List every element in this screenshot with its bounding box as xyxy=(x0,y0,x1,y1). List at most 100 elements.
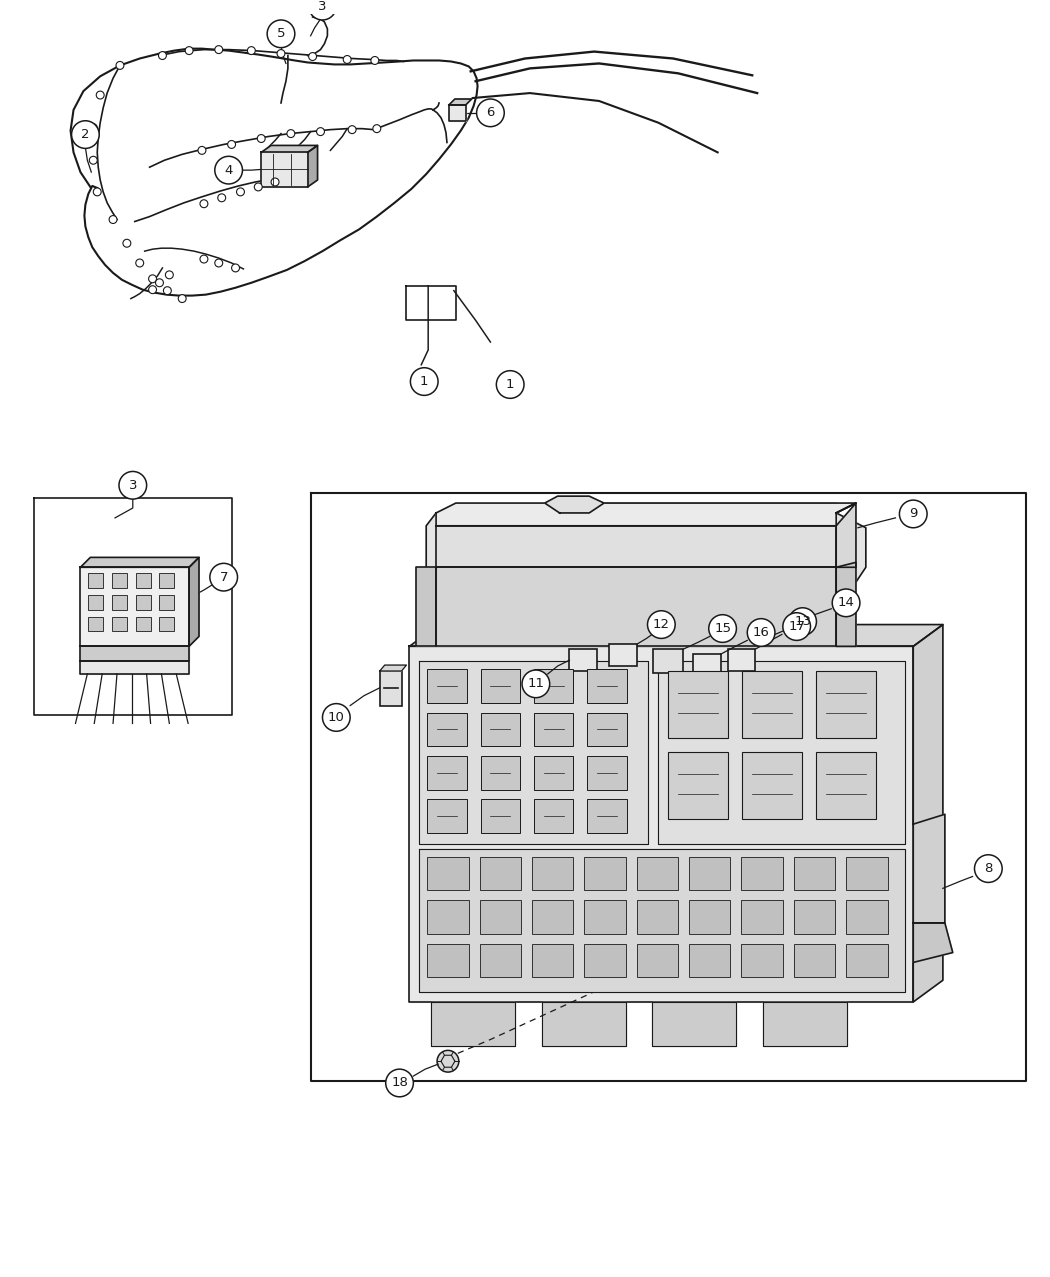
Bar xyxy=(846,900,887,933)
Polygon shape xyxy=(261,146,317,152)
Text: 11: 11 xyxy=(527,677,544,691)
Circle shape xyxy=(200,255,208,263)
Bar xyxy=(693,654,720,679)
Circle shape xyxy=(974,854,1002,882)
Circle shape xyxy=(783,613,811,640)
Polygon shape xyxy=(419,849,905,992)
Bar xyxy=(135,573,150,587)
Polygon shape xyxy=(436,526,836,567)
Bar xyxy=(481,713,520,746)
Bar xyxy=(668,670,728,738)
Circle shape xyxy=(349,125,356,134)
Circle shape xyxy=(411,368,438,396)
Circle shape xyxy=(316,128,324,135)
Circle shape xyxy=(900,501,927,527)
Circle shape xyxy=(257,134,266,143)
Circle shape xyxy=(164,287,171,295)
Bar xyxy=(636,857,678,890)
Bar xyxy=(112,573,127,587)
Text: 10: 10 xyxy=(328,711,344,724)
Text: 6: 6 xyxy=(486,106,495,119)
Polygon shape xyxy=(436,503,856,526)
Bar xyxy=(480,900,521,933)
Circle shape xyxy=(371,56,379,64)
Bar xyxy=(380,670,401,706)
Bar xyxy=(584,944,626,977)
Bar xyxy=(587,713,627,746)
Polygon shape xyxy=(81,567,189,646)
Polygon shape xyxy=(545,497,604,513)
Circle shape xyxy=(789,608,817,636)
Polygon shape xyxy=(81,661,189,674)
Bar xyxy=(584,900,626,933)
Circle shape xyxy=(198,147,206,155)
Polygon shape xyxy=(261,152,308,186)
Text: 1: 1 xyxy=(420,375,428,388)
Bar xyxy=(636,900,678,933)
Text: 5: 5 xyxy=(277,27,286,41)
Polygon shape xyxy=(417,567,436,646)
Bar xyxy=(728,649,755,670)
Bar xyxy=(427,799,466,833)
Bar xyxy=(689,944,731,977)
Bar xyxy=(88,595,103,609)
Polygon shape xyxy=(189,557,200,646)
Bar xyxy=(427,944,468,977)
Bar xyxy=(653,649,684,673)
Circle shape xyxy=(748,618,775,646)
Bar xyxy=(609,645,636,667)
Circle shape xyxy=(166,271,173,278)
Bar xyxy=(533,799,573,833)
Circle shape xyxy=(155,278,164,287)
Text: 4: 4 xyxy=(225,163,233,176)
Circle shape xyxy=(200,199,208,208)
Bar xyxy=(587,756,627,789)
Circle shape xyxy=(185,47,193,55)
Polygon shape xyxy=(410,624,943,646)
Polygon shape xyxy=(652,1002,736,1046)
Bar xyxy=(794,857,835,890)
Polygon shape xyxy=(449,105,466,121)
Bar xyxy=(532,944,573,977)
Text: 3: 3 xyxy=(318,0,327,13)
Bar xyxy=(427,713,466,746)
Bar xyxy=(742,670,801,738)
Text: 3: 3 xyxy=(128,479,138,492)
Circle shape xyxy=(267,20,295,47)
Bar xyxy=(794,944,835,977)
Circle shape xyxy=(709,614,736,642)
Polygon shape xyxy=(436,567,836,646)
Bar xyxy=(427,900,468,933)
Circle shape xyxy=(119,471,147,499)
Circle shape xyxy=(149,275,156,282)
Polygon shape xyxy=(836,562,856,646)
Bar xyxy=(817,752,876,820)
Bar xyxy=(533,713,573,746)
Polygon shape xyxy=(410,646,914,1002)
Circle shape xyxy=(833,589,860,617)
Polygon shape xyxy=(81,646,189,661)
Bar xyxy=(741,900,783,933)
Circle shape xyxy=(159,51,166,60)
Bar xyxy=(587,669,627,702)
Circle shape xyxy=(123,239,131,248)
Bar xyxy=(481,799,520,833)
Circle shape xyxy=(497,370,524,398)
Bar xyxy=(689,900,731,933)
Text: 9: 9 xyxy=(909,507,918,521)
Circle shape xyxy=(287,130,295,138)
Circle shape xyxy=(93,188,101,195)
Circle shape xyxy=(215,46,223,54)
Bar xyxy=(427,857,468,890)
Bar xyxy=(846,857,887,890)
Text: 12: 12 xyxy=(653,618,670,631)
Polygon shape xyxy=(308,146,317,186)
Text: 7: 7 xyxy=(219,571,228,584)
Circle shape xyxy=(309,52,316,60)
Circle shape xyxy=(210,563,237,591)
Text: 13: 13 xyxy=(794,616,811,628)
Circle shape xyxy=(373,125,381,133)
Circle shape xyxy=(385,1069,414,1097)
Circle shape xyxy=(232,264,239,272)
Bar xyxy=(481,669,520,702)
